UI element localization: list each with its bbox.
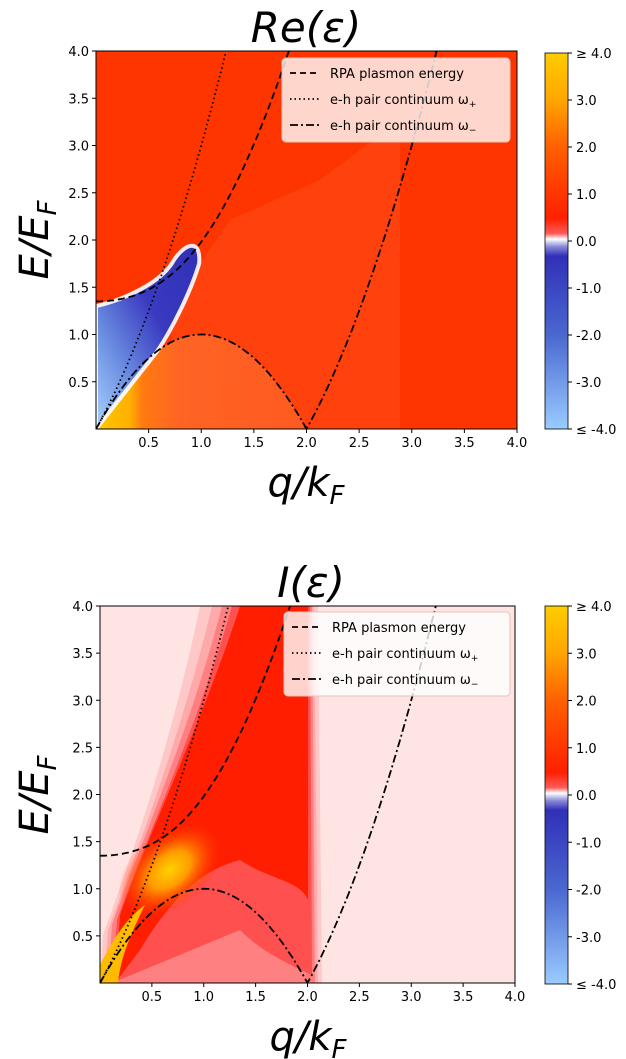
im-y-tick-label: 1.5 [72,836,93,851]
im-y-tick-label: 3.5 [72,647,93,662]
re-colorbar-label: -3.0 [576,376,601,391]
im-y-tick-label: 3.0 [72,694,93,709]
re-x-tick-label: 1.5 [244,436,265,451]
re-curves [96,51,438,429]
re-colorbar-label: 3.0 [576,94,597,109]
re-y-tick-label: 2.5 [68,187,89,202]
im-x-tick-label: 1.5 [245,990,266,1005]
re-y-tick-label: 3.5 [68,92,89,107]
re-x-label: q/kF [268,460,346,511]
im-legend-plasmon: RPA plasmon energy [332,621,466,636]
im-x-tick-label: 4.0 [505,990,526,1005]
re-omega-minus-curve [96,51,438,429]
chart-im: 0.5 1.0 1.5 2.0 2.5 3.0 3.5 4.0 0.5 1.0 1.5 2.0 2.5… [12,558,616,1059]
im-y-tick-label: 0.5 [72,930,93,945]
re-legend-plasmon: RPA plasmon energy [330,67,464,82]
im-y-tick-label: 2.0 [72,789,93,804]
re-y-tick-label: 1.5 [68,281,89,296]
re-y-tick-label: 4.0 [68,45,89,60]
re-colorbar-label: ≥ 4.0 [576,47,612,62]
im-title: I(ε) [277,558,345,607]
re-y-tick-label: 0.5 [68,376,89,391]
re-plasmon-curve [96,51,290,303]
re-negative-region [96,243,202,429]
im-x-label: q/kF [270,1014,348,1059]
im-colorbar-label: -1.0 [576,836,601,851]
im-x-tick-label: 1.0 [193,990,214,1005]
im-y-tick-label: 1.0 [72,883,93,898]
re-y-axis: 0.5 1.0 1.5 2.0 2.5 3.0 3.5 4.0 [68,45,96,391]
chart-re: 0.5 1.0 1.5 2.0 2.5 3.0 3.5 4.0 0.5 1.0 1.5 2.0 2.5… [12,3,616,511]
im-colorbar-label: 1.0 [576,742,597,757]
im-colorbar-label: -2.0 [576,884,601,899]
re-x-axis: 0.5 1.0 1.5 2.0 2.5 3.0 3.5 4.0 [138,429,527,451]
im-colorbar-label: -3.0 [576,931,601,946]
re-legend-omega-plus: e-h pair continuum ω+ [330,93,476,110]
im-y-tick-label: 2.5 [72,741,93,756]
im-x-tick-label: 0.5 [142,990,163,1005]
re-colorbar: ≥ 4.0 3.0 2.0 1.0 0.0 -1.0 -2.0 -3.0 ≤ -4.0 [544,47,616,438]
im-plasmon-curve [100,606,292,857]
im-omega-minus-curve [100,606,437,983]
im-colorbar-label: 2.0 [576,695,597,710]
re-x-tick-label: 0.5 [138,436,159,451]
re-y-tick-label: 2.0 [68,234,89,249]
re-y-tick-label: 3.0 [68,140,89,155]
re-title: Re(ε) [251,3,362,52]
re-x-tick-label: 4.0 [507,436,528,451]
re-y-tick-label: 1.0 [68,329,89,344]
im-colorbar-label: 3.0 [576,647,597,662]
re-colorbar-label: ≤ -4.0 [576,423,616,438]
im-colorbar-label: ≥ 4.0 [576,600,612,615]
im-legend-omega-minus: e-h pair continuum ω− [332,673,478,690]
re-x-tick-label: 3.5 [454,436,475,451]
im-legend: RPA plasmon energy e-h pair continuum ω+… [283,611,511,697]
re-x-tick-label: 2.5 [349,436,370,451]
re-legend-omega-minus: e-h pair continuum ω− [330,119,476,136]
re-legend: RPA plasmon energy e-h pair continuum ω+… [281,57,511,143]
im-x-tick-label: 3.5 [453,990,474,1005]
im-x-axis: 0.5 1.0 1.5 2.0 2.5 3.0 3.5 4.0 [142,983,526,1005]
im-x-tick-label: 2.5 [349,990,370,1005]
re-colorbar-label: 0.0 [576,235,597,250]
im-legend-omega-plus: e-h pair continuum ω+ [332,647,478,664]
re-x-tick-label: 2.0 [296,436,317,451]
im-y-axis: 0.5 1.0 1.5 2.0 2.5 3.0 3.5 4.0 [72,600,100,945]
re-colorbar-label: 2.0 [576,141,597,156]
im-heatmap [100,606,515,983]
im-colorbar-label: ≤ -4.0 [576,978,616,993]
im-colorbar-label: 0.0 [576,789,597,804]
im-curves [100,606,437,983]
im-x-tick-label: 2.0 [297,990,318,1005]
re-x-tick-label: 3.0 [401,436,422,451]
re-colorbar-label: -1.0 [576,282,601,297]
re-y-label: E/EF [12,199,63,279]
re-omega-plus-curve [96,51,228,429]
re-colorbar-label: 1.0 [576,188,597,203]
im-y-tick-label: 4.0 [72,600,93,615]
im-colorbar: ≥ 4.0 3.0 2.0 1.0 0.0 -1.0 -2.0 -3.0 ≤ -4.0 [544,600,616,993]
re-colorbar-label: -2.0 [576,329,601,344]
im-y-label: E/EF [12,754,63,834]
im-x-tick-label: 3.0 [401,990,422,1005]
re-x-tick-label: 1.0 [191,436,212,451]
